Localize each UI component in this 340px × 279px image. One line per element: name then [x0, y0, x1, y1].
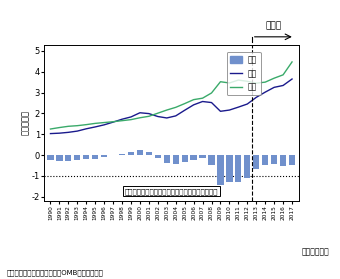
Bar	[74, 155, 81, 160]
Bar	[271, 155, 277, 164]
Bar	[128, 152, 134, 155]
Text: 予測値: 予測値	[265, 21, 281, 31]
Text: ４年連続で財政赤字が１兆ドルを超える見通し。: ４年連続で財政赤字が１兆ドルを超える見通し。	[124, 188, 218, 194]
Bar	[101, 155, 107, 157]
Bar	[208, 155, 215, 165]
Bar	[173, 155, 179, 163]
Bar	[155, 155, 161, 158]
Bar	[244, 155, 251, 178]
Bar	[65, 155, 71, 161]
Bar	[164, 155, 170, 163]
Bar	[83, 155, 89, 159]
Y-axis label: （兆ドル）: （兆ドル）	[21, 110, 30, 135]
Bar	[217, 155, 224, 185]
Bar	[47, 155, 54, 160]
Bar	[119, 154, 125, 155]
Bar	[190, 155, 197, 160]
Bar	[200, 155, 206, 158]
Bar	[235, 155, 241, 182]
Bar	[226, 155, 233, 182]
Bar	[56, 155, 63, 161]
Text: （会計年度）: （会計年度）	[302, 248, 329, 257]
Legend: 収支, 歳入, 歳出: 収支, 歳入, 歳出	[226, 52, 261, 95]
Bar	[280, 155, 286, 166]
Bar	[253, 155, 259, 169]
Text: 資料：米国行政管理予算局（OMB）から作成。: 資料：米国行政管理予算局（OMB）から作成。	[7, 270, 104, 276]
Bar	[92, 155, 98, 158]
Bar	[262, 155, 268, 165]
Bar	[137, 150, 143, 155]
Bar	[182, 155, 188, 162]
Bar	[146, 152, 152, 155]
Bar	[289, 155, 295, 165]
